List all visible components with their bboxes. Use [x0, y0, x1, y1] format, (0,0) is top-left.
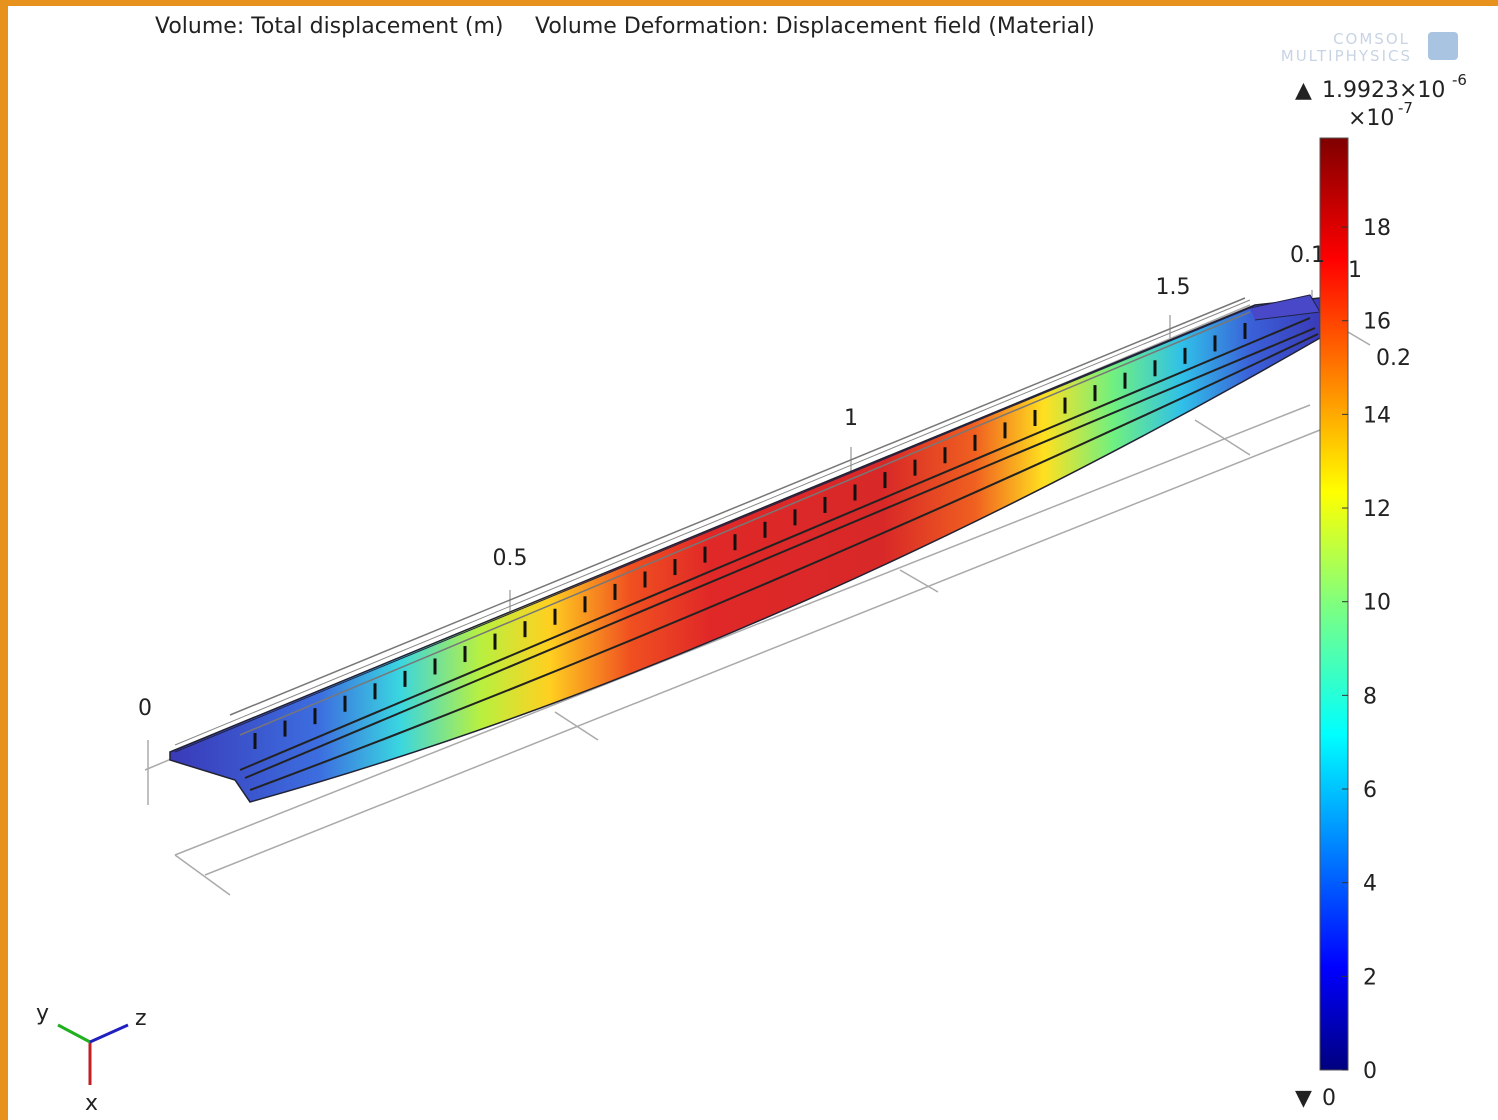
axis-label: 1	[844, 406, 858, 431]
beam-end	[174, 294, 1321, 753]
max-label: 1.9923×10	[1322, 78, 1445, 103]
colorbar-tick-label: 4	[1363, 872, 1377, 897]
axis-label: 0.1	[1290, 243, 1325, 268]
colorbar-tick-label: 18	[1363, 216, 1391, 241]
axis-label: 0.5	[493, 546, 528, 571]
min-marker: ▼	[1295, 1086, 1312, 1111]
logo-text: COMSOL	[1333, 30, 1410, 48]
scale-label: ×10	[1348, 106, 1394, 131]
beam-edge	[239, 317, 1319, 791]
colorbar	[1319, 137, 1349, 1071]
rail-outline	[174, 299, 1251, 746]
axis-triad	[57, 1023, 129, 1085]
colorbar-tick-label: 2	[1363, 965, 1377, 990]
rail-outline	[229, 297, 1251, 736]
plot-title: Volume: Total displacement (m)	[155, 14, 503, 39]
max-marker: ▲	[1295, 78, 1312, 103]
colorbar-tick-label: 10	[1363, 591, 1391, 616]
logo-text: MULTIPHYSICS	[1281, 47, 1412, 65]
graphics-window: Volume: Total displacement (m) Volume De…	[8, 6, 1498, 1120]
colorbar-tick-label: 8	[1363, 684, 1377, 709]
colorbar-tick-label: 16	[1363, 310, 1391, 335]
colorbar-tick-label: 6	[1363, 778, 1377, 803]
logo-icon	[1428, 32, 1458, 60]
beam	[169, 297, 1321, 803]
min-label: 0	[1322, 1086, 1336, 1111]
axis-label: 0.2	[1376, 346, 1411, 371]
scale-exponent: -7	[1398, 99, 1413, 117]
colorbar-tick-label: 14	[1363, 403, 1391, 428]
axis-label: 1	[1348, 258, 1362, 283]
triad-label: y	[36, 1001, 49, 1026]
colorbar-tick-label: 0	[1363, 1059, 1377, 1084]
max-exponent: -6	[1452, 71, 1467, 89]
triad-label: x	[85, 1091, 98, 1116]
axis-label: 1.5	[1156, 275, 1191, 300]
deformation-title: Volume Deformation: Displacement field (…	[535, 14, 1095, 39]
axis-label: 0	[138, 696, 152, 721]
colorbar-tick-label: 12	[1363, 497, 1391, 522]
triad-label: z	[135, 1006, 147, 1031]
plot: Volume: Total displacement (m) Volume De…	[36, 14, 1467, 1116]
pegs	[253, 323, 1247, 749]
